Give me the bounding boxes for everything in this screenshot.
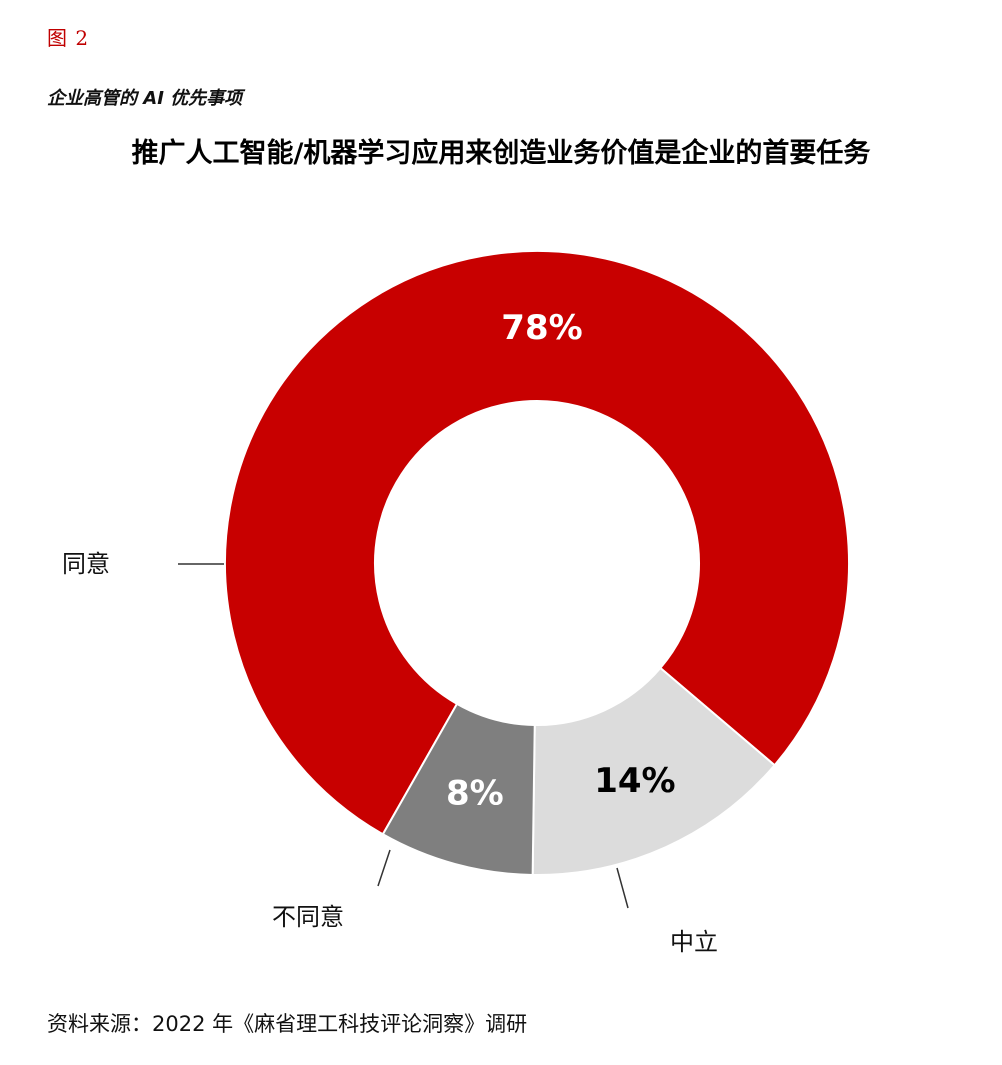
- callout-line-1: [616, 867, 629, 909]
- source-note: 资料来源：2022 年《麻省理工科技评论洞察》调研: [47, 1012, 528, 1036]
- callout-line-2: [377, 849, 391, 887]
- figure-label: 图 2: [47, 26, 90, 50]
- value-label-2: 8%: [446, 774, 504, 814]
- slice-1: [531, 666, 777, 876]
- chart-subtitle: 企业高管的 AI 优先事项: [47, 88, 243, 109]
- category-label-2: 不同意: [272, 903, 344, 931]
- value-label-1: 14%: [594, 761, 675, 801]
- value-label-0: 78%: [501, 308, 582, 348]
- chart-title: 推广人工智能/机器学习应用来创造业务价值是企业的首要任务: [131, 138, 871, 169]
- slice-0: [224, 250, 850, 836]
- slice-2: [381, 702, 536, 876]
- category-label-1: 中立: [670, 928, 718, 956]
- category-label-0: 同意: [62, 550, 110, 578]
